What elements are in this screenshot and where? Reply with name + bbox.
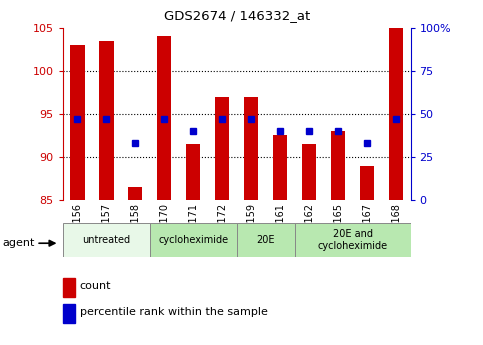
Bar	[389, 28, 403, 200]
Text: untreated: untreated	[82, 235, 130, 245]
Bar	[157, 36, 171, 200]
Bar	[273, 136, 287, 200]
Bar	[302, 144, 316, 200]
Bar	[70, 45, 85, 200]
Bar	[128, 187, 142, 200]
Text: 20E and
cycloheximide: 20E and cycloheximide	[317, 229, 388, 250]
FancyBboxPatch shape	[63, 223, 150, 257]
Text: percentile rank within the sample: percentile rank within the sample	[80, 307, 268, 317]
Text: 20E: 20E	[256, 235, 275, 245]
FancyBboxPatch shape	[295, 223, 411, 257]
Text: GDS2674 / 146332_at: GDS2674 / 146332_at	[164, 9, 310, 22]
Bar	[360, 166, 374, 200]
FancyBboxPatch shape	[150, 223, 237, 257]
Bar	[186, 144, 200, 200]
Bar	[331, 131, 345, 200]
Text: agent: agent	[2, 238, 35, 248]
Bar	[215, 97, 229, 200]
FancyBboxPatch shape	[237, 223, 295, 257]
Text: count: count	[80, 282, 111, 291]
Bar	[244, 97, 258, 200]
Bar	[99, 41, 114, 200]
Text: cycloheximide: cycloheximide	[158, 235, 228, 245]
